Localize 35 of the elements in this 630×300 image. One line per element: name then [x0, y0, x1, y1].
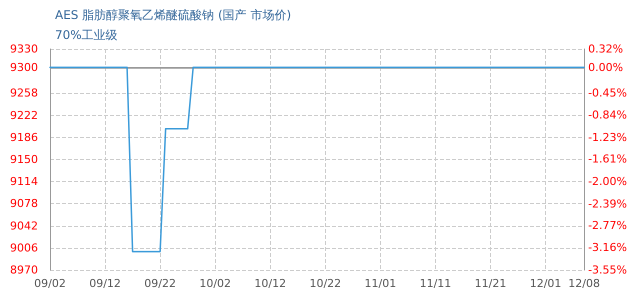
y2-tick-label: -1.61% [588, 152, 628, 166]
y2-tick-label: -2.39% [588, 197, 628, 210]
x-tick-label: 09/22 [144, 277, 176, 290]
y2-tick-label: 0.32% [588, 42, 624, 56]
x-tick-label: 11/21 [474, 277, 506, 290]
chart-title: AES 脂肪醇聚氧乙烯醚硫酸钠 (国产 市场价) [55, 8, 292, 22]
y-tick-label: 9300 [10, 60, 38, 74]
y-tick-label: 9114 [10, 175, 38, 188]
y-tick-label: 9258 [10, 86, 38, 100]
y2-tick-label: -2.00% [588, 174, 628, 188]
x-tick-label: 12/08 [568, 277, 600, 290]
x-tick-label: 11/01 [364, 277, 396, 290]
y2-tick-label: -0.45% [588, 86, 628, 100]
y-tick-label: 9330 [10, 42, 38, 56]
x-tick-label: 09/02 [34, 277, 66, 290]
x-tick-label: 10/02 [199, 277, 232, 290]
y-tick-label: 9150 [10, 153, 38, 166]
y2-tick-label: -0.84% [588, 108, 628, 122]
y-tick-label: 9222 [10, 108, 38, 122]
y-tick-label: 9186 [10, 130, 38, 144]
x-tick-label: 09/12 [89, 277, 121, 290]
y2-tick-label: 0.00% [588, 60, 624, 74]
x-tick-label: 12/01 [530, 277, 562, 290]
y-tick-label: 8970 [10, 264, 38, 276]
y2-tick-label: -2.77% [588, 218, 628, 232]
x-tick-label: 10/22 [309, 277, 342, 290]
y2-tick-label: -1.23% [588, 131, 628, 144]
x-tick-label: 11/11 [420, 277, 452, 290]
x-tick-label: 10/12 [254, 277, 286, 290]
chart-subtitle: 70%工业级 [55, 28, 118, 42]
y2-tick-label: -3.16% [588, 241, 628, 254]
y-tick-label: 9042 [10, 219, 38, 232]
y-tick-label: 9006 [10, 241, 38, 254]
y-tick-label: 9078 [10, 197, 38, 210]
y2-tick-label: -3.55% [588, 264, 628, 276]
